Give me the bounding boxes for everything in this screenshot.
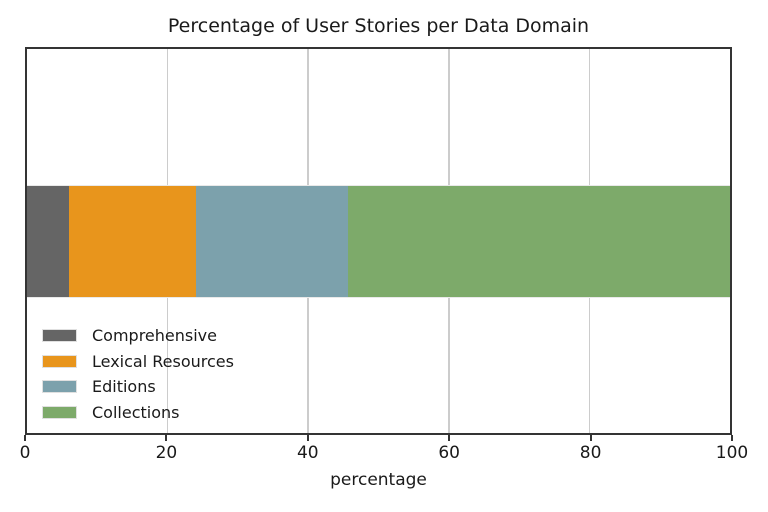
x-tick-label-60: 60	[438, 443, 460, 463]
legend-swatch-icon	[42, 329, 77, 343]
stacked-bar	[27, 185, 730, 298]
bar-segment-collections	[348, 186, 730, 297]
legend-item-collections: Collections	[42, 400, 234, 426]
x-tick-mark-20	[165, 435, 168, 441]
x-tick-mark-100	[731, 435, 733, 441]
legend-item-comprehensive: Comprehensive	[42, 323, 234, 349]
bar-segment-lexical-resources	[69, 186, 196, 297]
legend-swatch-icon	[42, 380, 77, 394]
legend-label: Editions	[92, 377, 156, 397]
x-tick-label-0: 0	[19, 443, 31, 463]
bar-segment-comprehensive	[27, 186, 70, 297]
legend-label: Comprehensive	[92, 326, 217, 346]
legend: Comprehensive Lexical Resources Editions Co…	[42, 323, 234, 425]
legend-label: Collections	[92, 402, 180, 422]
x-tick-label-100: 100	[715, 443, 749, 463]
x-tick-label-80: 80	[579, 443, 602, 463]
legend-swatch-icon	[42, 405, 77, 419]
x-tick-label-20: 20	[155, 443, 178, 463]
x-axis-label: percentage	[330, 470, 427, 490]
x-tick-label-40: 40	[296, 443, 319, 463]
x-tick-mark-40	[306, 435, 309, 441]
legend-item-lexical-resources: Lexical Resources	[42, 349, 234, 375]
x-tick-mark-80	[589, 435, 592, 441]
legend-label: Lexical Resources	[92, 351, 234, 371]
chart-title: Percentage of User Stories per Data Doma…	[167, 15, 590, 37]
plot-area: Comprehensive Lexical Resources Editions Co…	[25, 47, 732, 435]
legend-item-editions: Editions	[42, 374, 234, 400]
bar-segment-editions	[195, 186, 349, 297]
x-tick-mark-60	[448, 435, 451, 441]
legend-swatch-icon	[42, 354, 77, 368]
x-tick-mark-0	[24, 435, 26, 441]
